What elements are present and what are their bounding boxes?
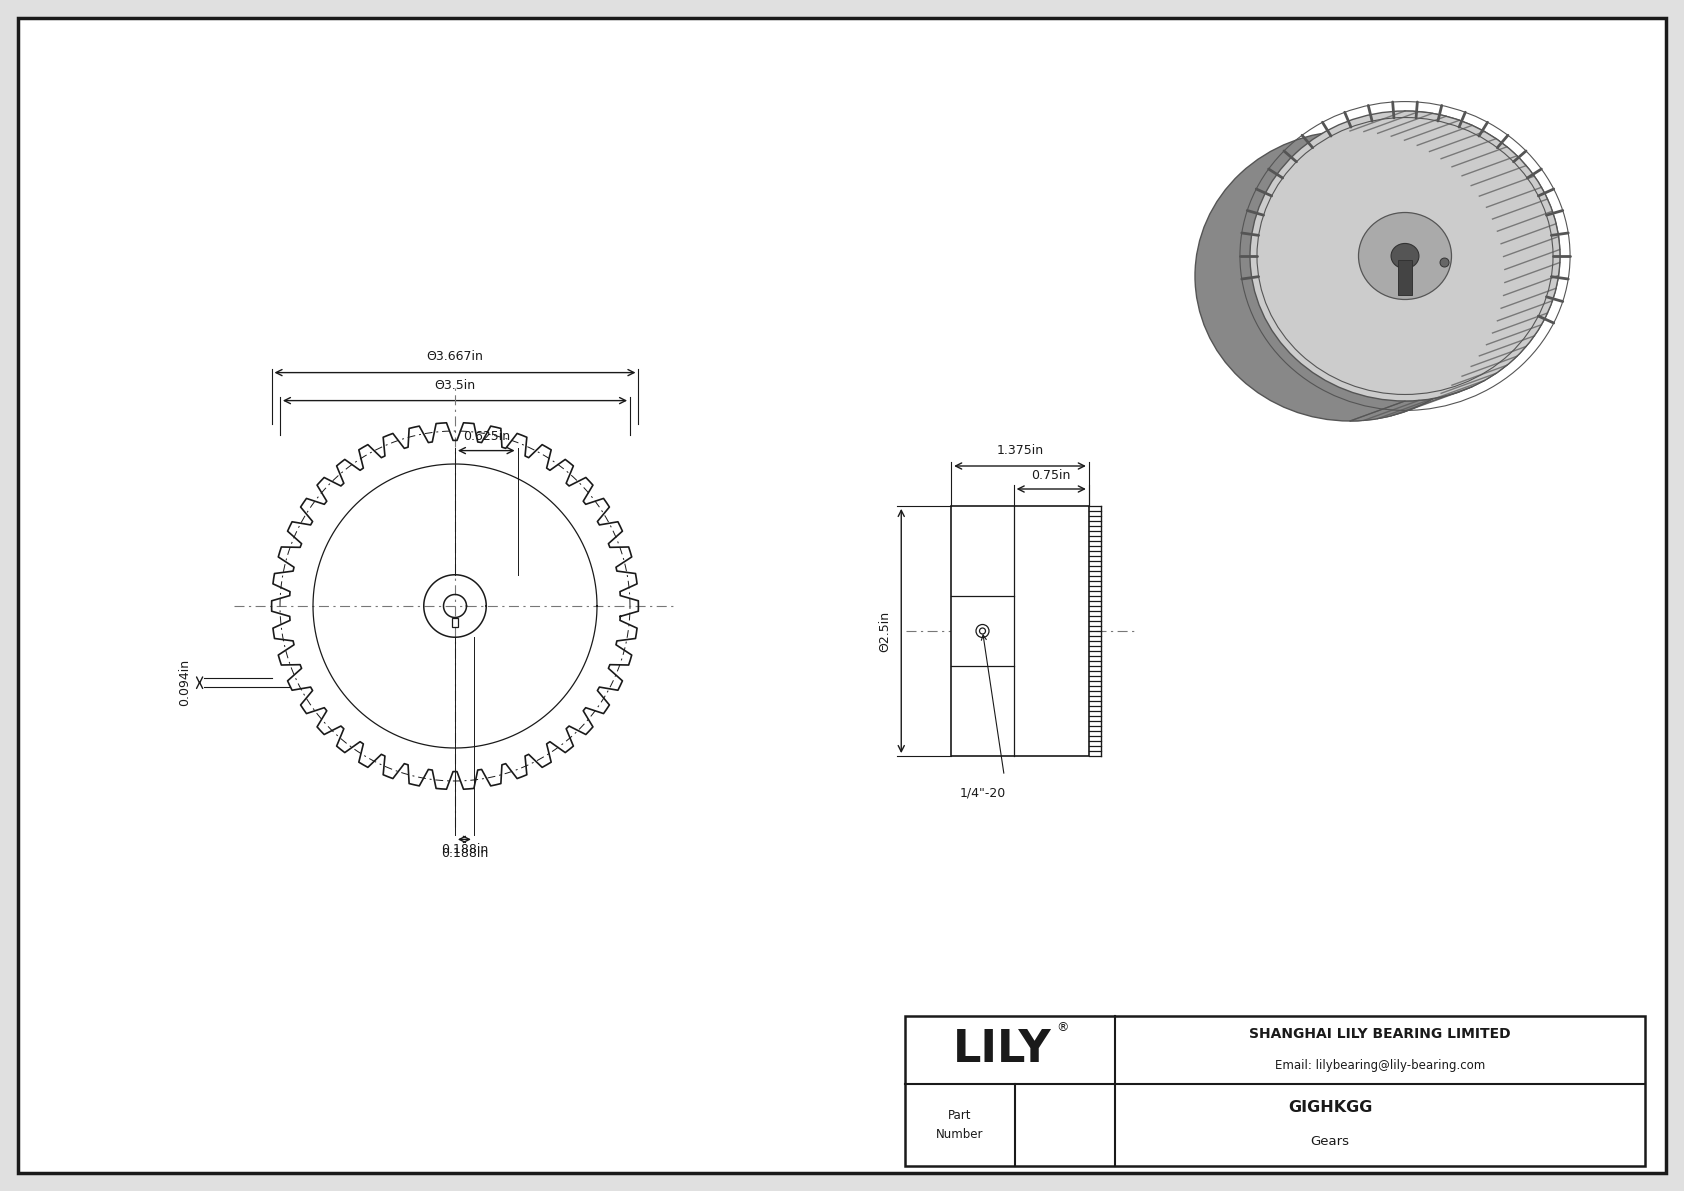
Ellipse shape: [1250, 111, 1559, 401]
Bar: [951, 506, 1090, 756]
Text: 0.188in: 0.188in: [441, 843, 488, 856]
Ellipse shape: [1196, 131, 1505, 420]
Circle shape: [980, 628, 985, 634]
Bar: [451, 617, 458, 626]
Ellipse shape: [1359, 212, 1452, 299]
Bar: [904, 1016, 1645, 1166]
Text: 0.094in: 0.094in: [179, 659, 192, 706]
Ellipse shape: [1391, 243, 1420, 268]
Text: Gears: Gears: [1310, 1135, 1349, 1148]
Text: LILY: LILY: [953, 1028, 1051, 1071]
Text: ®: ®: [1056, 1021, 1068, 1034]
Text: Email: lilybearing@lily-bearing.com: Email: lilybearing@lily-bearing.com: [1275, 1059, 1485, 1072]
Text: Θ2.5in: Θ2.5in: [879, 611, 891, 651]
Text: SHANGHAI LILY BEARING LIMITED: SHANGHAI LILY BEARING LIMITED: [1250, 1027, 1511, 1041]
Polygon shape: [1351, 111, 1559, 420]
Circle shape: [1440, 258, 1448, 267]
Circle shape: [977, 624, 989, 637]
Text: 0.75in: 0.75in: [1032, 469, 1071, 482]
Text: Θ3.5in: Θ3.5in: [434, 379, 475, 392]
Text: 0.625in: 0.625in: [463, 430, 510, 443]
Text: 1.375in: 1.375in: [997, 444, 1044, 457]
Text: Θ3.667in: Θ3.667in: [426, 350, 483, 362]
Text: 0.188in: 0.188in: [441, 848, 488, 860]
Text: Part
Number: Part Number: [936, 1109, 983, 1141]
Bar: [1398, 261, 1411, 295]
Text: 1/4"-20: 1/4"-20: [960, 786, 1005, 799]
Text: GIGHKGG: GIGHKGG: [1288, 1100, 1372, 1115]
